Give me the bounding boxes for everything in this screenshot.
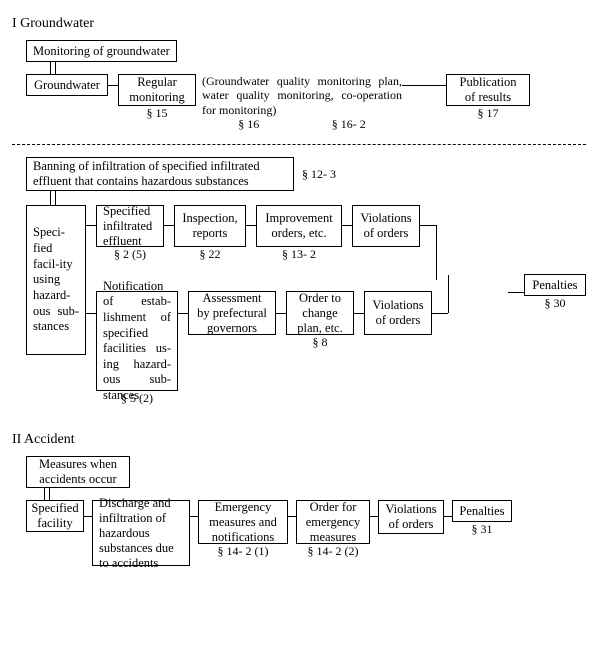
section1-heading: I Groundwater [12,16,586,32]
monitoring-box: Monitoring of groundwater [26,40,177,62]
viol-b-box: Violations of orders [364,291,432,335]
inspection-sec: § 22 [200,247,221,262]
order-em-sec: § 14- 2 (2) [308,544,359,559]
facility-box: Speci-fied facil-ity using hazard-ous su… [26,205,86,355]
publication-sec: § 17 [478,106,499,121]
publication-box: Publication of results [446,74,530,106]
discharge-box: Discharge and infiltration of hazardous … [92,500,190,566]
banning-box: Banning of infiltration of specified inf… [26,157,294,191]
connector-icon [86,225,96,226]
viol2-box: Violations of orders [378,500,444,534]
connector-icon [402,85,446,86]
order-em-box: Order for emergency measures [296,500,370,544]
connector-icon [432,313,448,314]
spec-facility-box: Specified facility [26,500,84,532]
connector-icon [108,85,118,86]
connector-icon [342,225,352,226]
assess-box: Assessment by prefectural governors [188,291,276,335]
connector-icon [84,516,92,517]
connector-icon [50,191,56,205]
notify-box: Notification of estab-lishment of specif… [96,291,178,391]
connector-icon [86,313,96,314]
note-sec1: § 16 [238,117,259,132]
connector-icon [444,516,452,517]
banning-sec: § 12- 3 [302,167,336,182]
connector-icon [448,275,449,313]
improve-box: Improvement orders, etc. [256,205,342,247]
emergency-sec: § 14- 2 (1) [218,544,269,559]
penalties2-box: Penalties [452,500,512,522]
orderchange-box: Order to change plan, etc. [286,291,354,335]
notify-sec: § 5 (2) [121,391,153,406]
note-sec2: § 16- 2 [332,117,366,132]
connector-icon [44,488,50,500]
emergency-box: Emergency measures and notifications [198,500,288,544]
eff-sec: § 2 (5) [114,247,146,262]
viol-a-box: Violations of orders [352,205,420,247]
connector-icon [436,225,437,280]
connector-icon [288,516,296,517]
improve-sec: § 13- 2 [282,247,316,262]
section2-heading: II Accident [12,432,586,448]
eff-box: Specified infiltrated effluent [96,205,164,247]
inspection-box: Inspection, reports [174,205,246,247]
connector-icon [164,225,174,226]
connector-icon [50,62,56,74]
connector-icon [178,313,188,314]
divider-icon [12,144,586,145]
connector-icon [370,516,378,517]
penalties2-sec: § 31 [472,522,493,537]
regular-sec: § 15 [147,106,168,121]
measures-box: Measures when accidents occur [26,456,130,488]
orderchange-sec: § 8 [313,335,328,350]
groundwater-box: Groundwater [26,74,108,96]
connector-icon [420,225,436,226]
regular-monitoring-box: Regular monitoring [118,74,196,106]
connector-icon [190,516,198,517]
connector-icon [246,225,256,226]
connector-icon [354,313,364,314]
monitoring-note: (Groundwater quality monitoring plan, wa… [202,74,402,117]
connector-icon [276,313,286,314]
